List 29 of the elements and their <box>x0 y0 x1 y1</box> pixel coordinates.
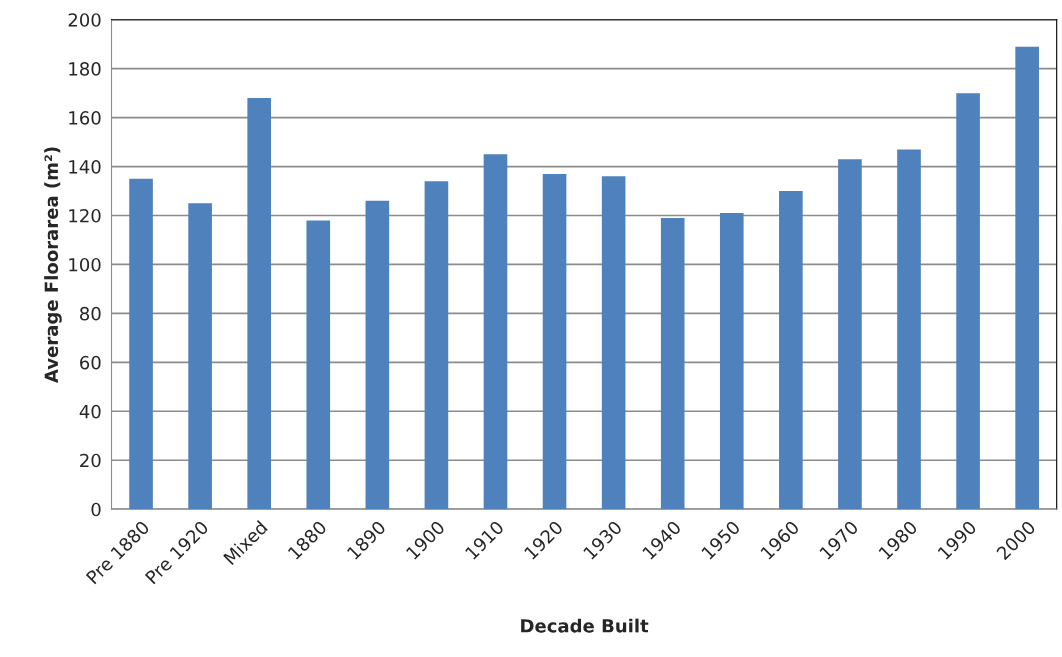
y-tick-label: 120 <box>69 208 101 223</box>
bar <box>1015 46 1039 510</box>
y-tick-label: 20 <box>80 453 101 468</box>
bar <box>483 154 508 510</box>
bar <box>129 178 153 510</box>
bar <box>247 98 272 510</box>
bar <box>779 191 803 510</box>
y-tick-label: 200 <box>68 13 101 27</box>
bar <box>838 159 862 510</box>
y-tick-label: 160 <box>69 111 101 125</box>
bar <box>719 213 744 510</box>
bar <box>306 220 331 510</box>
bar <box>897 149 921 510</box>
y-tick-label: 60 <box>80 355 101 370</box>
bar <box>660 217 685 510</box>
y-tick-label: 100 <box>69 257 101 272</box>
bar <box>424 181 449 510</box>
y-tick-label: 40 <box>79 404 101 419</box>
y-tick-label: 0 <box>91 502 101 517</box>
y-tick-label: 140 <box>69 160 101 174</box>
bar <box>601 176 626 510</box>
bar <box>956 93 980 510</box>
y-tick-label: 80 <box>80 306 101 321</box>
bar <box>188 203 212 510</box>
x-axis-title: Decade Built <box>521 618 649 633</box>
bar <box>365 200 390 510</box>
bar <box>542 173 567 510</box>
y-tick-label: 180 <box>69 62 101 76</box>
y-axis-title: Average Floorarea (m²) <box>44 147 62 383</box>
